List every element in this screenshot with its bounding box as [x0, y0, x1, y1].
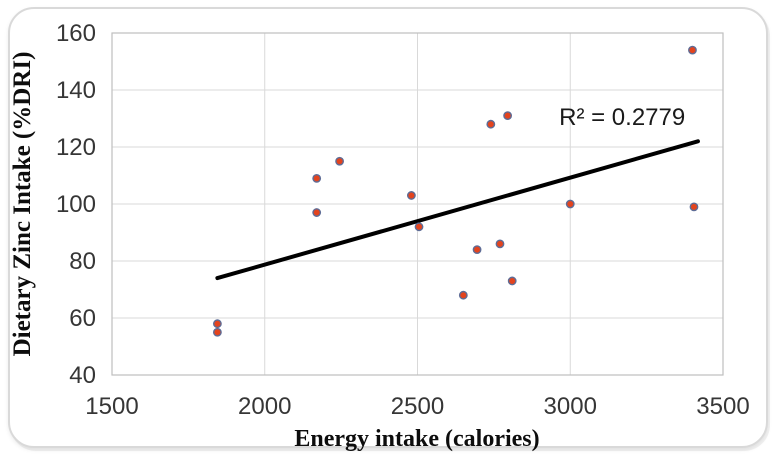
data-point	[212, 327, 222, 337]
x-tick-label: 3500	[696, 393, 749, 420]
y-tick-label: 80	[69, 248, 96, 275]
x-tick-label: 3000	[544, 393, 597, 420]
data-point	[486, 119, 496, 129]
x-axis-tick-labels: 1500 2000 2500 3000 3500	[85, 393, 749, 420]
y-tick-label: 100	[56, 191, 96, 218]
y-axis-tick-labels: 40 60 80 100 120 140 160	[56, 20, 96, 389]
data-point	[495, 239, 505, 249]
r-squared-label: R² = 0.2779	[559, 104, 685, 131]
data-point	[565, 199, 575, 209]
data-point	[335, 156, 344, 166]
plot-border	[111, 32, 724, 376]
x-tick-label: 2000	[238, 393, 291, 420]
data-point	[312, 173, 322, 183]
data-point	[212, 319, 222, 329]
data-points	[212, 45, 699, 337]
gridlines	[112, 33, 723, 375]
trendline	[215, 139, 700, 281]
data-point	[688, 45, 697, 55]
x-tick-label: 2500	[391, 393, 444, 420]
y-tick-label: 60	[69, 305, 96, 332]
data-point	[414, 222, 424, 232]
y-tick-label: 40	[69, 362, 96, 389]
y-tick-label: 160	[56, 20, 96, 47]
data-point	[458, 290, 468, 300]
data-point	[406, 191, 416, 200]
y-tick-label: 120	[56, 134, 96, 161]
data-point	[312, 208, 322, 217]
x-tick-label: 1500	[85, 393, 138, 420]
data-point	[503, 111, 513, 121]
y-tick-label: 140	[56, 77, 96, 104]
data-point	[472, 245, 482, 255]
y-axis-title: Dietary Zinc Intake (%DRI)	[9, 52, 36, 357]
data-point	[689, 202, 699, 212]
data-point	[507, 276, 517, 286]
x-axis-title: Energy intake (calories)	[294, 426, 539, 452]
